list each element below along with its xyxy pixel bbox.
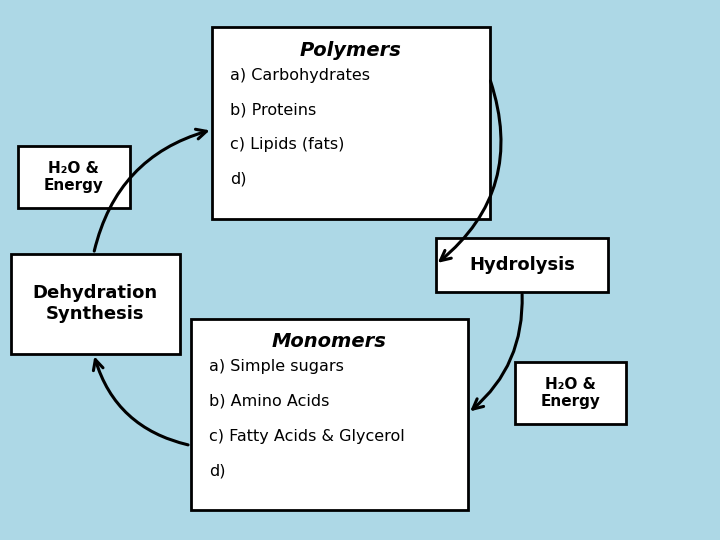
Text: Polymers: Polymers bbox=[300, 40, 402, 59]
FancyBboxPatch shape bbox=[515, 362, 626, 424]
Text: a) Simple sugars: a) Simple sugars bbox=[209, 359, 343, 374]
Text: H₂O &
Energy: H₂O & Energy bbox=[541, 377, 600, 409]
FancyBboxPatch shape bbox=[212, 27, 490, 219]
Text: b) Amino Acids: b) Amino Acids bbox=[209, 394, 329, 409]
Text: H₂O &
Energy: H₂O & Energy bbox=[44, 161, 104, 193]
FancyBboxPatch shape bbox=[11, 254, 180, 354]
Text: c) Lipids (fats): c) Lipids (fats) bbox=[230, 137, 345, 152]
Text: Hydrolysis: Hydrolysis bbox=[469, 255, 575, 274]
FancyBboxPatch shape bbox=[191, 319, 468, 510]
Text: Dehydration
Synthesis: Dehydration Synthesis bbox=[33, 285, 158, 323]
Text: d): d) bbox=[230, 172, 247, 187]
Text: b) Proteins: b) Proteins bbox=[230, 102, 317, 117]
FancyBboxPatch shape bbox=[18, 146, 130, 208]
Text: a) Carbohydrates: a) Carbohydrates bbox=[230, 68, 370, 83]
Text: c) Fatty Acids & Glycerol: c) Fatty Acids & Glycerol bbox=[209, 429, 405, 444]
FancyBboxPatch shape bbox=[436, 238, 608, 292]
Text: Monomers: Monomers bbox=[272, 332, 387, 351]
Text: d): d) bbox=[209, 463, 225, 478]
